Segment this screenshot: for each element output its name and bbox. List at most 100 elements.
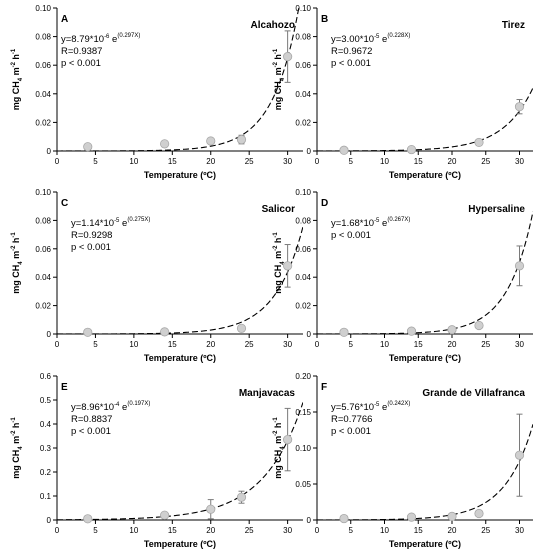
panel-site-name: Alcahozo (251, 20, 295, 31)
equation-text: e (109, 34, 117, 45)
equation-exponent: -4 (114, 402, 120, 408)
y-label-superscript: -2 (11, 430, 17, 436)
y-tick-label: 0 (307, 330, 312, 339)
y-label-superscript: -1 (11, 417, 17, 423)
equation-exponent: -6 (104, 34, 110, 40)
data-point (474, 320, 484, 331)
p-value: p < 0.001 (331, 58, 371, 69)
x-tick-label: 10 (129, 526, 138, 535)
y-tick-label: 0.02 (295, 302, 311, 311)
data-point (447, 325, 457, 335)
x-axis-label: Temperature (ºC) (389, 170, 461, 180)
fit-equation: y=5.76*10-5 e(0.242X) (331, 401, 410, 413)
x-axis-label: Temperature (ºC) (144, 170, 216, 180)
chart-panel-e: 0 0.1 0.2 0.3 0.4 0.5 0.6 0 5 10 15 20 25 30 Temperatu… (11, 372, 303, 549)
x-tick-label: 15 (414, 526, 423, 535)
x-tick-label: 20 (448, 157, 457, 166)
panel-letter: C (61, 198, 68, 209)
equation-rate: (0.297X) (117, 33, 140, 39)
fit-equation: y=3.00*10-5 e(0.228X) (331, 33, 410, 45)
data-point (283, 434, 293, 445)
equation-exponent: -5 (374, 402, 380, 408)
y-label-superscript: -2 (11, 245, 17, 251)
y-label-text: m (11, 251, 21, 262)
y-label-text: h (11, 54, 21, 62)
x-axis-label: Temperature (ºC) (144, 539, 216, 549)
data-point (160, 139, 170, 149)
y-tick-label: 0.04 (295, 273, 311, 282)
fit-equation: y=8.79*10-6 e(0.297X) (61, 33, 140, 45)
y-tick-label: 0.02 (35, 302, 51, 311)
y-axis-label: mg CH4 m-2 h-1 (273, 232, 286, 294)
y-label-superscript: -2 (11, 61, 17, 67)
equation-exponent: -5 (374, 218, 380, 224)
equation-exponent: -5 (114, 218, 120, 224)
x-tick-label: 25 (245, 526, 254, 535)
y-tick-label: 0.06 (35, 61, 51, 70)
x-tick-label: 30 (515, 157, 524, 166)
y-tick-label: 0.04 (295, 90, 311, 99)
x-tick-label: 5 (93, 340, 98, 349)
equation-text: y=8.79*10 (61, 34, 104, 45)
data-point (283, 261, 293, 271)
x-tick-label: 25 (245, 157, 254, 166)
y-axis-label: mg CH4 m-2 h-1 (273, 48, 286, 110)
chart-panel-f: 0 0.05 0.10 0.15 0.20 0 5 10 15 20 25 30 Temperature… (273, 372, 533, 549)
p-value: p < 0.001 (331, 230, 371, 241)
y-tick-label: 0.10 (35, 4, 51, 13)
p-value: p < 0.001 (71, 242, 111, 253)
equation-rate: (0.228X) (387, 33, 410, 39)
chart-panel-b: 0 0.02 0.04 0.06 0.08 0.10 0 5 10 15 20 25 30 Tempera… (273, 4, 533, 180)
y-label-superscript: -1 (273, 417, 279, 423)
equation-text: y=5.76*10 (331, 402, 374, 413)
equation-text: e (379, 218, 387, 229)
data-point (236, 492, 247, 502)
x-tick-label: 15 (414, 340, 423, 349)
x-tick-label: 25 (481, 157, 490, 166)
y-label-text: h (273, 238, 283, 246)
r-value: R=0.8837 (71, 414, 112, 425)
y-label-text: h (11, 238, 21, 246)
y-tick-label: 0.08 (35, 216, 51, 225)
x-tick-label: 0 (315, 526, 320, 535)
fit-curve (57, 402, 303, 520)
y-tick-label: 0.08 (295, 216, 311, 225)
fit-equation: y=1.68*10-5 e(0.267X) (331, 217, 410, 229)
p-value: p < 0.001 (71, 426, 111, 437)
data-point (236, 134, 247, 145)
equation-text: e (119, 402, 127, 413)
x-tick-label: 10 (129, 340, 138, 349)
fit-curve (57, 226, 303, 334)
panel-letter: A (61, 14, 68, 25)
data-point (406, 326, 417, 336)
x-tick-label: 5 (93, 526, 98, 535)
panel-site-name: Hypersaline (468, 204, 525, 215)
y-label-text: h (273, 423, 283, 431)
y-tick-label: 0.5 (40, 396, 52, 405)
y-tick-label: 0.06 (295, 61, 311, 70)
y-label-subscript: 4 (280, 446, 286, 450)
y-tick-label: 0.10 (35, 188, 51, 197)
p-value: p < 0.001 (61, 58, 101, 69)
x-tick-label: 0 (315, 157, 320, 166)
y-tick-label: 0.04 (35, 273, 51, 282)
data-point (339, 513, 349, 524)
equation-text: y=3.00*10 (331, 34, 374, 45)
y-label-superscript: -2 (273, 430, 279, 436)
data-point (474, 137, 484, 148)
x-tick-label: 20 (206, 340, 215, 349)
chart-panel-d: 0 0.02 0.04 0.06 0.08 0.10 0 5 10 15 20 25 30 Tempera… (273, 188, 533, 363)
y-tick-label: 0.6 (40, 372, 52, 381)
data-point (514, 102, 525, 112)
data-point (406, 512, 417, 522)
y-tick-label: 0.05 (295, 480, 311, 489)
y-label-text: mg CH (11, 81, 21, 110)
y-label-superscript: -2 (273, 61, 279, 67)
panel-site-name: Manjavacas (239, 388, 296, 399)
x-tick-label: 30 (515, 340, 524, 349)
y-label-subscript: 4 (280, 77, 286, 81)
panel-letter: D (321, 198, 328, 209)
y-label-text: mg CH (11, 265, 21, 294)
data-point (474, 508, 484, 519)
y-label-text: m (273, 67, 283, 78)
